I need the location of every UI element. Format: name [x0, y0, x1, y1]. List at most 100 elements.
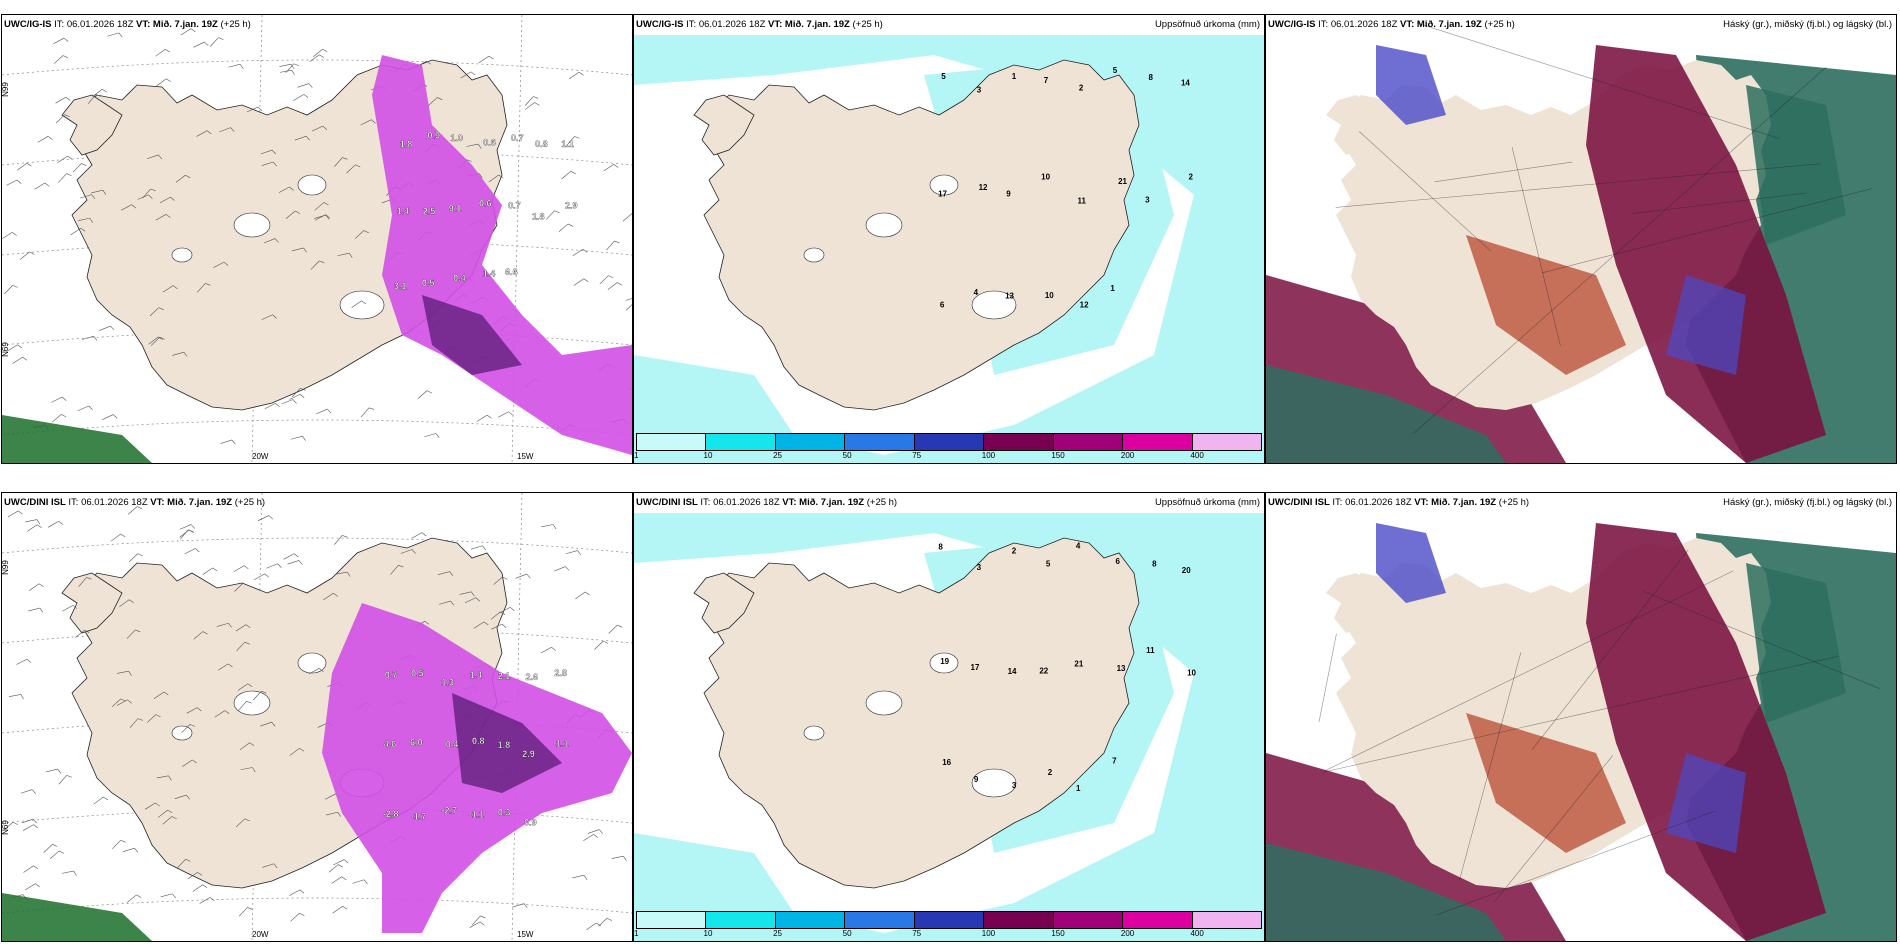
- colorbar-label: 1: [634, 929, 639, 938]
- colorbar-label: 400: [1190, 929, 1204, 938]
- border-line: [1324, 570, 1734, 772]
- precip-value-label: 1: [1110, 284, 1115, 293]
- snow-value-label: 2.9: [522, 749, 535, 759]
- wind-barb: [240, 767, 256, 773]
- wind-barb: [291, 387, 306, 398]
- wind-barb: [428, 97, 443, 106]
- wind-barb: [279, 63, 295, 69]
- wind-barb: [121, 204, 137, 211]
- lon-label: 20W: [252, 930, 269, 939]
- wind-barb: [568, 71, 584, 80]
- wind-barb: [239, 742, 255, 751]
- colorbar-label: 50: [842, 451, 852, 460]
- snow-core: [422, 295, 522, 375]
- model: UWC/DINI ISL: [636, 497, 698, 508]
- glacier: [803, 247, 825, 263]
- wind-barb: [246, 106, 263, 113]
- precip-value-label: 17: [938, 189, 947, 198]
- precip-value-label: 8: [938, 542, 943, 551]
- wind-barb: [291, 247, 307, 253]
- wind-barb: [126, 629, 141, 639]
- border-line: [1631, 192, 1808, 214]
- wind-barb: [460, 71, 476, 79]
- vt-label: VT:: [782, 497, 797, 508]
- wind-barb: [180, 529, 194, 540]
- wind-barb: [390, 565, 404, 575]
- wind-barb: [56, 114, 70, 124]
- wind-barb: [411, 532, 427, 539]
- precip-value-label: 9: [1006, 189, 1011, 198]
- model: UWC/IG-IS: [4, 19, 52, 30]
- wind-barb: [196, 130, 212, 137]
- snow-value-label: 1.8: [498, 740, 511, 750]
- wind-barb: [476, 414, 492, 422]
- precip-value-label: 1: [1012, 72, 1017, 81]
- lon-label: 15W: [517, 930, 534, 939]
- wind-barb: [308, 668, 324, 675]
- wind-barb: [290, 435, 306, 441]
- wind-barb: [17, 163, 32, 171]
- lat-label: N99: [1, 560, 10, 575]
- wind-barb: [603, 164, 619, 172]
- wind-barb: [257, 515, 274, 521]
- wind-barb: [263, 238, 279, 244]
- precip-value-label: 2: [1048, 768, 1053, 777]
- wind-barb: [625, 296, 632, 301]
- precip-value-label: 12: [1080, 300, 1089, 309]
- border-line: [1416, 22, 1780, 139]
- wind-barb: [459, 591, 475, 597]
- snow-value-label: -1.1: [469, 809, 485, 819]
- wind-barb: [606, 240, 620, 251]
- glacier: [171, 725, 193, 741]
- wind-barb: [289, 889, 305, 896]
- it-label: IT:: [686, 19, 697, 30]
- wind-barb: [558, 223, 574, 232]
- snow-value-label: 1.3: [441, 678, 454, 688]
- wind-barb: [187, 872, 203, 880]
- wind-barb: [323, 592, 338, 601]
- wind-barb: [488, 174, 504, 183]
- wind-barb: [233, 565, 249, 572]
- wind-barb: [127, 506, 143, 515]
- wind-barb: [360, 407, 375, 418]
- wind-barb: [278, 186, 294, 193]
- precip-value-label: 14: [1181, 78, 1190, 87]
- wind-barb: [287, 560, 303, 565]
- wind-barb: [493, 576, 508, 585]
- colorbar-label: 100: [981, 929, 996, 938]
- glacier: [865, 690, 903, 716]
- wind-barb: [290, 912, 305, 922]
- wind-barb: [184, 548, 200, 555]
- wind-barb: [27, 524, 42, 532]
- lat-label-bottom: N69: [1, 342, 10, 357]
- precip-value-label: 10: [1187, 669, 1196, 678]
- glacier: [171, 247, 193, 263]
- wind-barb: [499, 607, 515, 614]
- precip-value-label: 4: [974, 288, 979, 297]
- wind-barb: [156, 78, 171, 87]
- wind-barb: [29, 583, 44, 592]
- wind-barb: [293, 94, 309, 101]
- cloud-low-se: [1666, 275, 1746, 375]
- wind-barb: [524, 102, 540, 110]
- wind-barb: [525, 96, 539, 106]
- precip-value-label: 16: [942, 758, 951, 767]
- wind-barb: [236, 641, 250, 652]
- colorbar-label: 150: [1051, 929, 1065, 938]
- wind-barb: [175, 174, 191, 183]
- wind-barb: [177, 859, 191, 869]
- precip-value-label: 4: [1076, 541, 1081, 550]
- precip-value-label: 2: [1012, 547, 1017, 556]
- snow-value-label: 1.8: [532, 212, 545, 222]
- wind-barb: [34, 182, 50, 190]
- panel-snow-igis: UWC/IG-IS IT: 06.01.2026 18Z VT: Mið. 7.…: [1, 14, 633, 464]
- precip-value-label: 11: [1146, 646, 1155, 655]
- snow-value-label: -1.7: [411, 812, 427, 822]
- wind-barb: [51, 396, 67, 403]
- snow-value-label: 0.7: [508, 201, 521, 211]
- colorbar-segment: [1192, 434, 1261, 450]
- cloud-mid-orange: [1466, 713, 1626, 853]
- precip-value-label: 17: [971, 663, 980, 672]
- wind-barb: [62, 605, 78, 612]
- snow-value-label: 0.4: [446, 739, 459, 749]
